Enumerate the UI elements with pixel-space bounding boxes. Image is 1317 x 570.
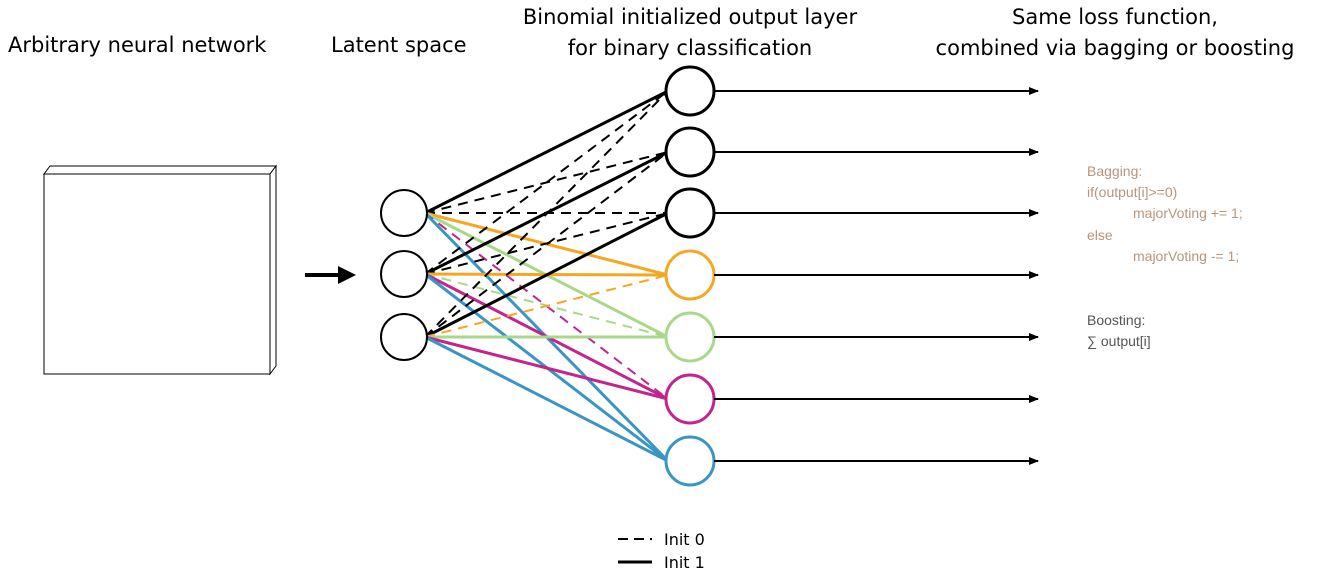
network-box	[43, 164, 277, 376]
connection-2-5	[424, 335, 669, 401]
connection-0-1	[424, 151, 669, 214]
heading-loss-line2: combined via bagging or boosting	[936, 36, 1295, 60]
latent-node-1	[380, 250, 428, 298]
output-nodes	[664, 65, 716, 487]
bagging-title: Bagging:	[1087, 163, 1142, 179]
connections	[423, 89, 670, 463]
output-node-5	[664, 373, 716, 425]
connection-2-3	[424, 274, 669, 338]
legend-init0: Init 0	[664, 530, 705, 549]
bagging-line1: if(output[i]>=0)	[1087, 184, 1177, 200]
output-node-1	[664, 126, 716, 178]
boosting-line1: ∑ output[i]	[1087, 333, 1151, 349]
heading-network: Arbitrary neural network	[8, 33, 267, 57]
latent-nodes	[380, 189, 428, 361]
legend: Init 0 Init 1	[618, 530, 705, 570]
bagging-line2: majorVoting += 1;	[1133, 205, 1243, 221]
bagging-code: Bagging: if(output[i]>=0) majorVoting +=…	[1087, 163, 1243, 264]
connection-0-0	[424, 89, 669, 215]
boosting-title: Boosting:	[1087, 312, 1145, 328]
connection-2-6	[424, 335, 669, 463]
bagging-line3: else	[1087, 227, 1113, 243]
heading-latent: Latent space	[331, 33, 467, 57]
boosting-code: Boosting: ∑ output[i]	[1087, 312, 1151, 349]
connection-2-2	[424, 211, 669, 339]
connection-2-0	[424, 90, 669, 338]
heading-output-line2: for binary classification	[568, 36, 812, 60]
output-node-6	[664, 435, 716, 487]
legend-init1: Init 1	[664, 553, 705, 570]
output-node-2	[664, 187, 716, 239]
bagging-line4: majorVoting -= 1;	[1133, 248, 1239, 264]
heading-loss-line1: Same loss function,	[1012, 5, 1218, 29]
output-node-4	[664, 311, 716, 363]
latent-node-2	[380, 313, 428, 361]
output-node-3	[664, 249, 716, 301]
input-arrow	[305, 266, 356, 284]
heading-output-line1: Binomial initialized output layer	[523, 5, 858, 29]
output-node-0	[664, 65, 716, 117]
output-arrows	[714, 87, 1039, 465]
latent-node-0	[380, 189, 428, 237]
